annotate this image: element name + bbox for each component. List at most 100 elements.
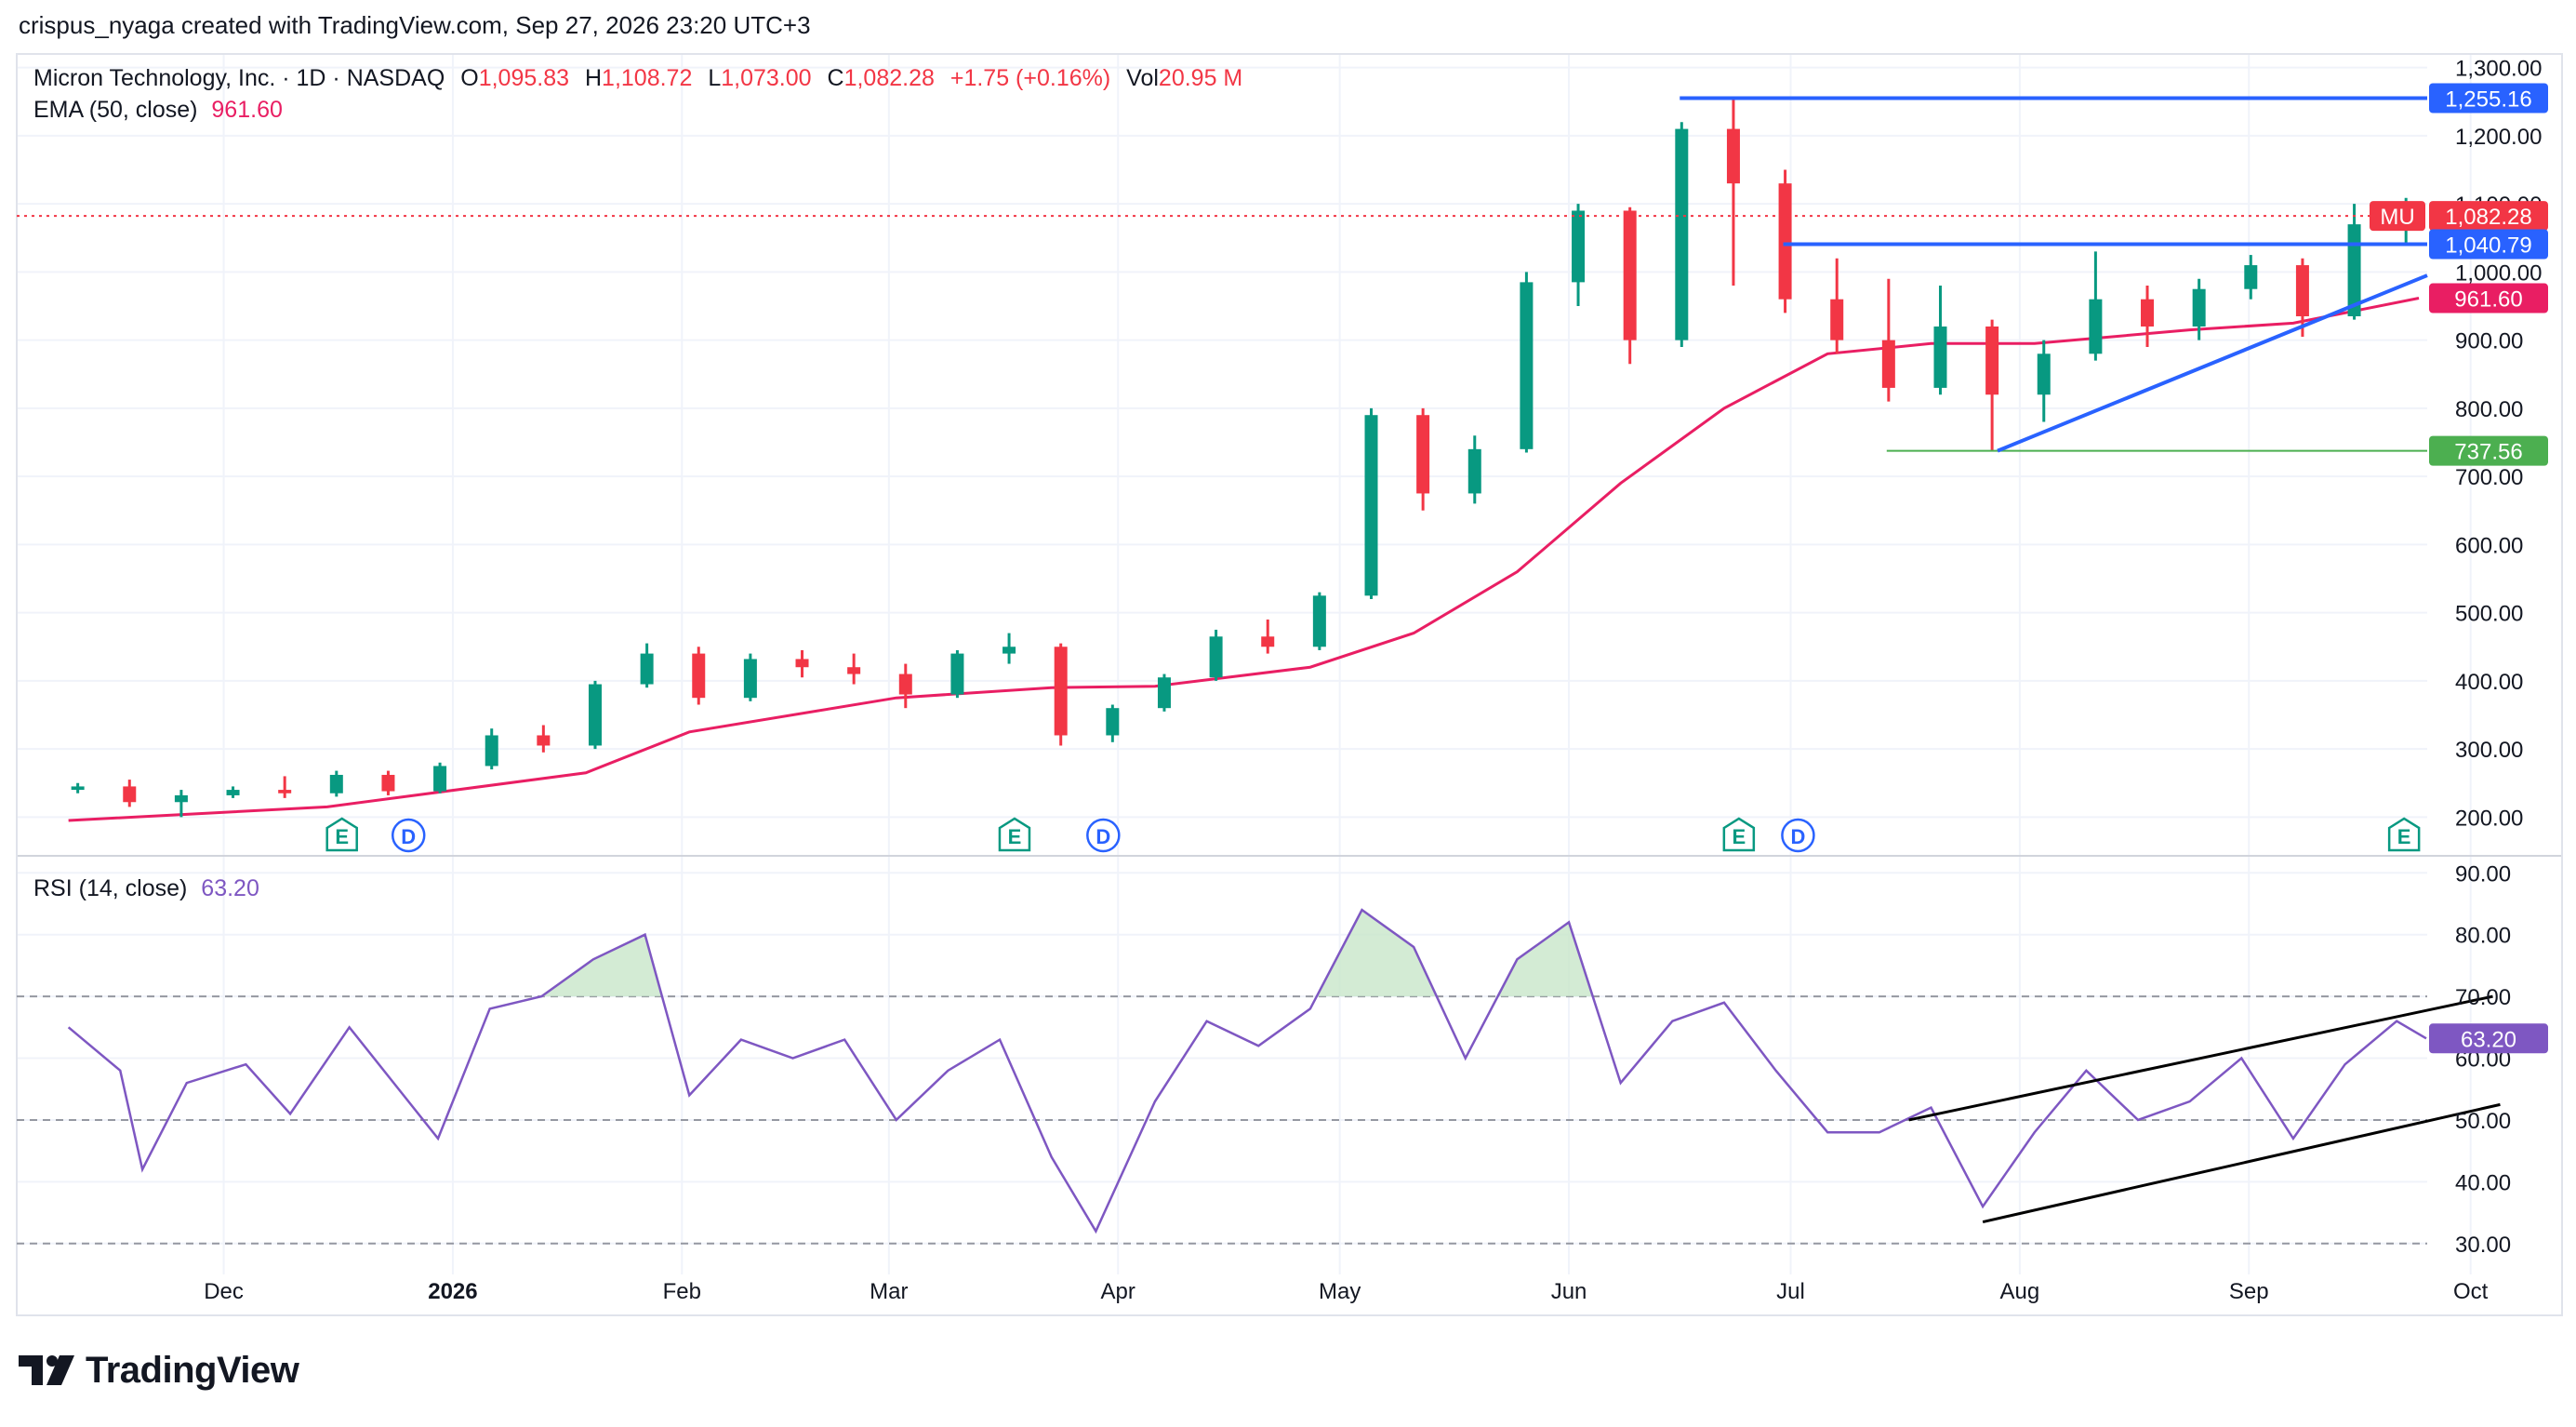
time-tick-label: Apr — [1101, 1279, 1135, 1304]
candle-down — [1623, 210, 1637, 340]
ema-line-layer — [68, 297, 2420, 822]
candle-up — [71, 786, 85, 791]
tag-support — [2429, 435, 2548, 466]
tag-resistance-low-label: 1,040.79 — [2445, 233, 2531, 259]
candle-up — [433, 766, 447, 792]
candle-down — [2295, 265, 2309, 317]
candle-up — [2347, 224, 2361, 317]
rsi-channel-upper — [1908, 994, 2493, 1122]
dividend-marker — [1086, 818, 1121, 853]
time-tick-label: 2026 — [428, 1279, 477, 1304]
time-tick-label: Dec — [204, 1279, 244, 1304]
time-axis[interactable]: Dec 2026 Feb Mar Apr May Jun Jul Aug Sep Oct — [204, 1279, 2488, 1304]
volume-value: 20.95 M — [1158, 65, 1243, 91]
price-tick-label: 1,000.00 — [2455, 260, 2542, 286]
low-value: 1,073.00 — [721, 65, 812, 91]
price-tick-label: 200.00 — [2455, 806, 2523, 831]
tradingview-logo-icon — [19, 1355, 74, 1385]
rsi-tick-label: 80.00 — [2455, 924, 2511, 949]
ema-value: 961.60 — [211, 97, 283, 123]
change-value: +1.75 (+0.16%) — [949, 65, 1111, 91]
volume-label: Vol — [1126, 65, 1159, 91]
price-axis[interactable]: 200.00 300.00 400.00 500.00 600.00 700.00 800.… — [2455, 57, 2542, 832]
earnings-marker — [998, 817, 1031, 852]
drawings-layer[interactable] — [17, 96, 2428, 453]
candle-up — [2244, 265, 2258, 289]
tag-last-price — [2429, 201, 2548, 232]
candle-down — [537, 735, 551, 746]
candle-up — [1520, 282, 1534, 449]
rsi-label[interactable]: RSI (14, close) — [33, 875, 188, 901]
tag-resistance-high-label: 1,255.16 — [2445, 87, 2531, 112]
ema-50-line — [68, 297, 2420, 822]
rsi-legend[interactable]: RSI (14, close) 63.20 — [33, 875, 259, 902]
dividend-marker-label: D — [1095, 825, 1110, 848]
dividend-marker — [1781, 818, 1815, 853]
earnings-marker-label: E — [335, 825, 349, 848]
ema-legend[interactable]: EMA (50, close) 961.60 — [33, 97, 283, 124]
author-line: crispus_nyaga created with TradingView.c… — [19, 11, 811, 39]
candle-up — [226, 790, 240, 795]
candle-down — [847, 667, 861, 674]
candle-down — [1778, 183, 1792, 300]
symbol-name[interactable]: Micron Technology, Inc. · 1D · NASDAQ — [33, 65, 445, 91]
candle-down — [1726, 128, 1740, 184]
tradingview-logo[interactable]: TradingView — [19, 1346, 299, 1394]
price-tags: 1,255.16 1,082.28 1,040.79 961.60 737.56 63.2… — [2370, 83, 2548, 1054]
earnings-marker-label: E — [1732, 825, 1746, 848]
candle-up — [1106, 708, 1120, 736]
open-label: O — [460, 65, 479, 91]
candle-down — [381, 774, 395, 792]
candle-up — [485, 735, 498, 767]
rsi-tick-label: 90.00 — [2455, 861, 2511, 887]
candle-up — [1157, 677, 1171, 709]
tag-ema — [2429, 283, 2548, 313]
low-label: L — [708, 65, 722, 91]
candle-layer[interactable] — [71, 98, 2413, 818]
tag-rsi-label: 63.20 — [2461, 1027, 2516, 1052]
candle-up — [2192, 288, 2206, 327]
time-tick-label: Jun — [1551, 1279, 1587, 1304]
rsi-overbought-fill — [1316, 910, 1437, 997]
grid — [17, 54, 2472, 1274]
candle-up — [1312, 595, 1326, 647]
rsi-channel-lower — [1982, 1102, 2501, 1224]
symbol-legend[interactable]: Micron Technology, Inc. · 1D · NASDAQ O 1… — [33, 65, 1242, 92]
close-label: C — [827, 65, 844, 91]
rsi-overbought-fill — [541, 934, 662, 997]
rsi-layer — [17, 908, 2501, 1245]
rsi-tick-label: 70.00 — [2455, 985, 2511, 1010]
tag-rsi — [2429, 1023, 2548, 1054]
candle-down — [123, 786, 137, 803]
candle-up — [1003, 647, 1016, 654]
high-value: 1,108.72 — [602, 65, 693, 91]
candle-down — [795, 659, 809, 668]
time-tick-label: Feb — [663, 1279, 701, 1304]
rsi-value: 63.20 — [201, 875, 259, 901]
earnings-marker-label: E — [1008, 825, 1022, 848]
candle-up — [1209, 636, 1223, 678]
price-tick-label: 300.00 — [2455, 738, 2523, 763]
candle-up — [1364, 415, 1378, 596]
time-tick-label: Oct — [2453, 1279, 2489, 1304]
time-tick-label: Mar — [870, 1279, 908, 1304]
ema-label[interactable]: EMA (50, close) — [33, 97, 198, 123]
price-tick-label: 400.00 — [2455, 670, 2523, 695]
time-tick-label: Aug — [2000, 1279, 2040, 1304]
candle-down — [1881, 340, 1895, 388]
candle-up — [2037, 353, 2051, 395]
price-tick-label: 1,300.00 — [2455, 57, 2542, 82]
earnings-marker-label: E — [2397, 825, 2411, 848]
candle-down — [1416, 415, 1430, 494]
price-tick-label: 800.00 — [2455, 397, 2523, 422]
dividend-marker-label: D — [1790, 825, 1805, 848]
rsi-tick-label: 50.00 — [2455, 1109, 2511, 1134]
tag-symbol — [2370, 201, 2425, 232]
time-tick-label: Sep — [2229, 1279, 2269, 1304]
candle-up — [743, 659, 757, 699]
price-tick-label: 700.00 — [2455, 465, 2523, 490]
rsi-tick-label: 40.00 — [2455, 1170, 2511, 1195]
